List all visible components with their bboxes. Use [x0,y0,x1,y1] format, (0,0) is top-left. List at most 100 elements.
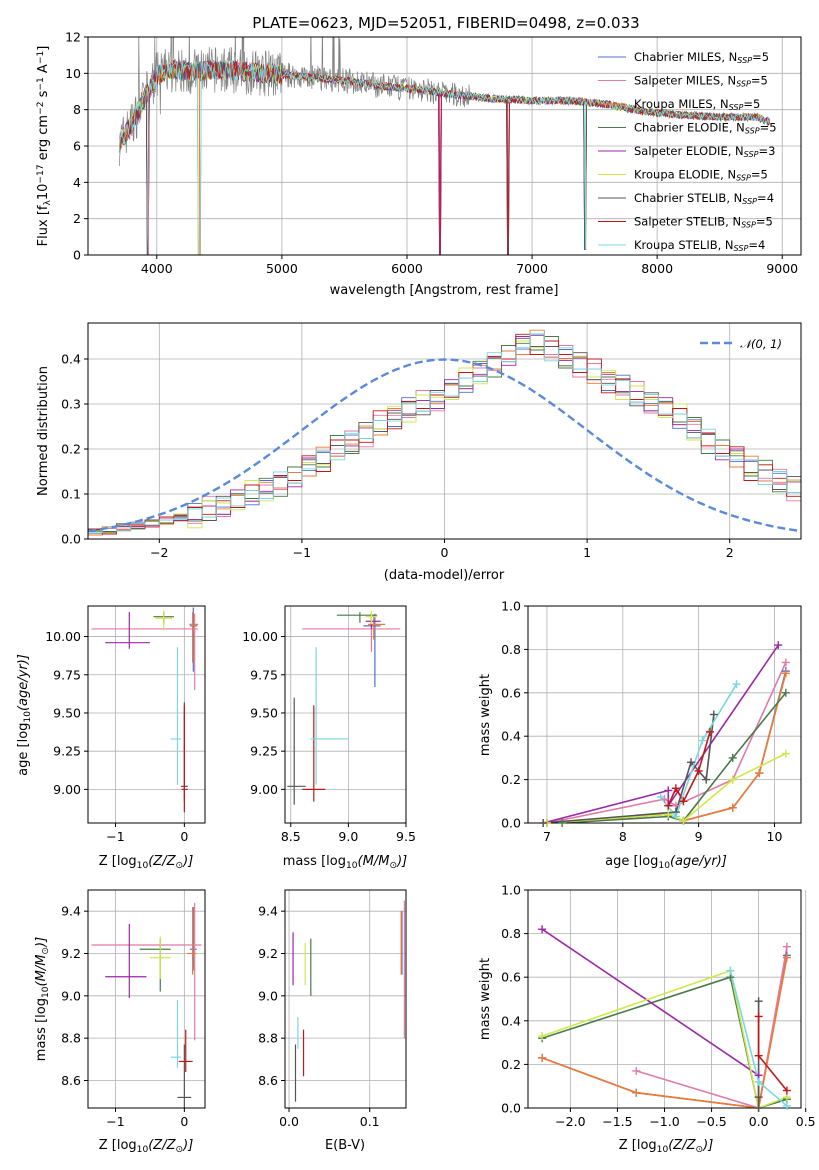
y-axis-label-part: 10 [23,711,33,723]
y-axis-label-part: −17 [36,164,46,183]
y-tick-label: 12 [65,30,81,45]
x-tick-label: 8.5 [281,829,301,844]
y-tick-label: 8.8 [61,1031,81,1046]
weight-line-5 [541,969,788,1108]
y-tick-label: 0.8 [501,642,521,657]
y-tick-label: 0.3 [61,397,81,412]
x-axis-label-part: (age/yr)] [670,854,727,869]
legend-sub: SSP [734,244,749,253]
x-axis-label-part: 10 [137,861,149,871]
x-axis-label: Z [log10(Z/Z⊙)] [99,854,194,871]
y-tick-label: 0.0 [61,532,81,547]
y-tick-label: 0.1 [61,487,81,502]
legend-eq: = [743,97,753,111]
x-axis-label: Z [log10(Z/Z⊙)] [619,1138,714,1155]
legend-sep: , N [725,215,741,229]
y-tick-label: 9.00 [250,782,278,797]
legend-eq: = [751,168,761,182]
weight-line-4 [542,644,779,823]
x-tick-label: −2 [150,545,168,560]
x-tick-label: −1.0 [649,1114,679,1129]
y-tick-label: 8.6 [258,1073,278,1088]
legend-label: Salpeter ELODIE [634,144,728,158]
x-tick-label: 6000 [391,261,423,276]
x-axis-label-part: )] [182,1138,193,1153]
residual-axes: −2 −1 0 1 2 0.0 0.1 0.2 0.3 0.4 [61,322,802,560]
axes-frame [284,605,407,824]
x-tick-label: −1.5 [602,1114,632,1129]
legend-sub: SSP [745,127,760,136]
legend-label: Salpeter MILES [634,74,720,88]
legend-sub: SSP [744,150,759,159]
legend-entry: Salpeter MILES, NSSP=5 [634,74,768,89]
legend-label: Kroupa MILES [634,97,713,111]
y-tick-label: 8.8 [258,1031,278,1046]
plot-area [91,902,202,1108]
x-axis-label-part: ⊙ [696,1145,704,1155]
weight-vs-age-axes: 7 8 9 10 0.0 0.2 0.4 0.6 0.8 1.0 [501,599,802,844]
x-tick-label: 0.0 [279,1114,299,1129]
legend-nssp: 4 [758,238,765,252]
legend-eq: = [760,121,770,135]
x-tick-label: 9 [695,829,703,844]
y-tick-label: 9.50 [53,705,81,720]
mass-vs-ebv-axes: 0.0 0.1 8.6 8.8 9.0 9.2 9.4 [258,889,407,1129]
x-axis-label-part: (Z/Z [148,854,176,869]
histogram-step-8 [88,333,801,534]
absorption-dip [507,99,509,255]
weight-line-3 [562,692,787,823]
legend-eq: = [757,191,767,205]
legend-eq: = [751,74,761,88]
y-tick-label: 4 [73,175,81,190]
legend-entry: Kroupa STELIB, NSSP=4 [634,238,765,253]
y-axis-label-part: λ [43,200,53,206]
y-axis-label-part: s [36,90,51,101]
legend-sep: , N [718,238,734,252]
axes-frame [87,889,206,1109]
legend-label: Kroupa ELODIE [634,168,720,182]
legend-nssp: 5 [753,97,760,111]
x-tick-label: 9.0 [338,829,358,844]
y-tick-label: 9.4 [258,904,278,919]
x-tick-label: −2.0 [555,1114,585,1129]
x-axis-label-part: (M/M [358,854,390,869]
x-axis-label: (data-model)/error [384,568,505,583]
x-axis-label-part: (Z/Z [148,1138,176,1153]
x-tick-label: −1 [106,1114,124,1129]
legend-sep: , N [728,144,744,158]
legend-nssp: 5 [762,50,769,64]
y-axis-label: mass weight [478,958,493,1040]
x-axis-label: age [log10(age/yr)] [605,854,727,871]
legend-sub: SSP [741,221,756,230]
x-axis-label-part: 10 [657,1145,669,1155]
y-tick-label: 0.0 [501,1101,521,1116]
mass-vs-z-axes: −1 0 8.6 8.8 9.0 9.2 9.4 [61,889,206,1129]
x-axis-label-part: Z [log [619,1138,657,1153]
y-axis-label-part: −1 [36,51,46,64]
y-axis-label-part: mass [log [34,998,49,1061]
plot-area [287,610,401,805]
x-tick-label: −1 [293,545,311,560]
legend-entry: Salpeter ELODIE, NSSP=3 [634,144,775,159]
x-axis-label-part: (Z/Z [668,1138,696,1153]
y-tick-label: 9.0 [258,988,278,1003]
y-tick-label: 9.75 [53,667,81,682]
y-tick-label: 9.2 [61,946,81,961]
legend-sub: SSP [729,103,744,112]
y-tick-label: 0 [73,248,81,263]
legend-eq: = [748,238,758,252]
x-tick-label: 9.5 [396,829,416,844]
absorption-dip [439,92,441,255]
x-tick-label: 0.1 [360,1114,380,1129]
legend-entry: Kroupa ELODIE, NSSP=5 [634,168,768,183]
legend-sep: , N [713,97,729,111]
y-tick-label: 6 [73,139,81,154]
x-axis-label-part: )] [396,854,407,869]
y-axis-label: mass [log10(M/M⊙)] [34,937,51,1061]
legend-nssp: 5 [761,168,768,182]
y-axis-label-part: erg cm [36,115,51,164]
y-tick-label: 2 [73,211,81,226]
x-axis-label-part: )] [702,1138,713,1153]
x-axis-label-part: )] [182,854,193,869]
legend-entry: Chabrier MILES, NSSP=5 [634,50,769,65]
